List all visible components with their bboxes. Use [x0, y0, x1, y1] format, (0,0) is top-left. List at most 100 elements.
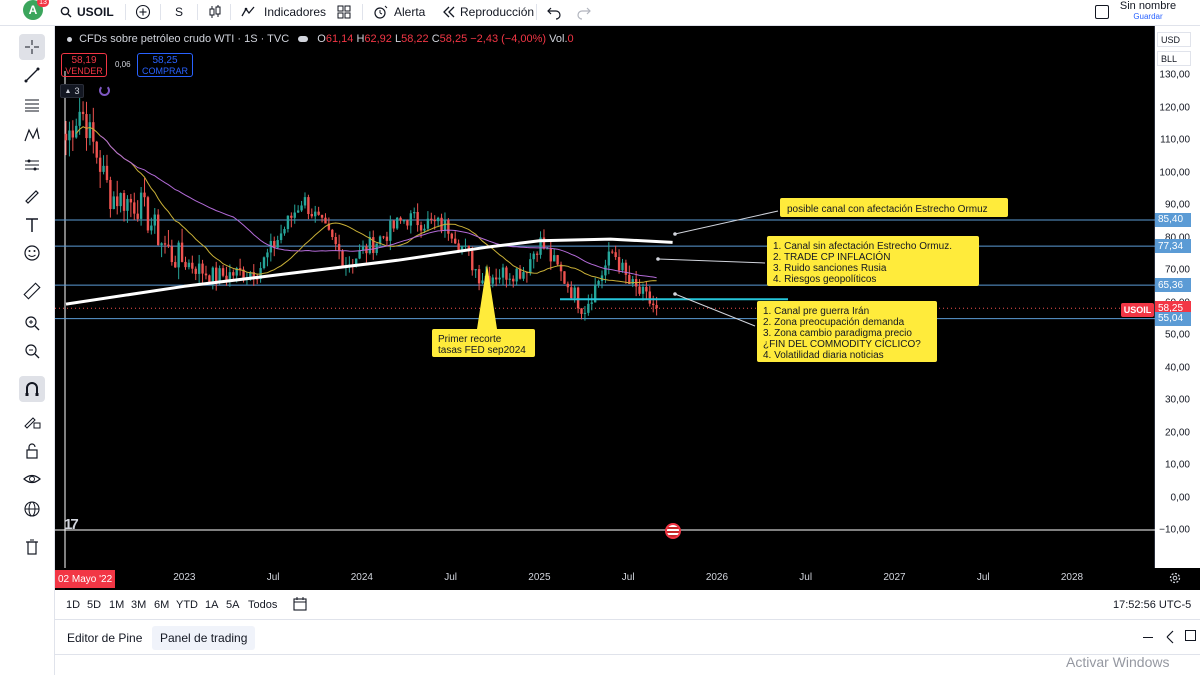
axis-settings-button[interactable] [1168, 571, 1182, 590]
measure-tool[interactable] [19, 278, 45, 304]
compare-symbol-button[interactable] [135, 0, 151, 24]
range-button[interactable]: 6M [154, 599, 170, 611]
candle-body [628, 274, 631, 285]
globe-icon [24, 501, 40, 517]
stay-drawing-tool[interactable] [19, 408, 45, 434]
unit-button[interactable]: BLL [1157, 51, 1191, 66]
plus-circle-icon [135, 4, 151, 20]
candle-body [553, 255, 556, 262]
candle-body [187, 262, 191, 268]
candle-body [556, 255, 559, 265]
candle-body [266, 252, 269, 258]
candle-body [293, 212, 296, 218]
candle-body [109, 180, 112, 210]
range-button[interactable]: 1A [205, 599, 219, 611]
tab-trading-panel[interactable]: Panel de trading [152, 626, 256, 650]
indicator-collapse-button[interactable]: ▲ 3 [60, 84, 84, 98]
candle-body [235, 268, 238, 276]
candle-body [276, 240, 279, 248]
range-button[interactable]: 1M [109, 599, 125, 611]
candle-body [532, 253, 535, 260]
candle-body [372, 237, 375, 253]
candle-body [389, 220, 392, 241]
crosshair-tool[interactable] [19, 34, 45, 60]
fib-tool[interactable] [19, 92, 45, 118]
pattern-tool[interactable] [19, 122, 45, 148]
economic-event-flag-icon[interactable] [665, 523, 681, 539]
chevron-left-icon[interactable] [1163, 630, 1175, 644]
remove-drawings-tool[interactable] [19, 534, 45, 560]
tradingview-logo[interactable]: 17 [64, 516, 79, 533]
candle-body [406, 220, 409, 226]
alert-button[interactable]: Alerta [372, 0, 425, 24]
undo-button[interactable] [546, 0, 562, 24]
high-value: 62,92 [364, 33, 392, 45]
chart-canvas[interactable]: posible canal con afectación Estrecho Or… [55, 26, 1155, 568]
time-axis[interactable]: 02 Mayo '22 2023 Jul 2024 Jul 2025 Jul 2026 Jul… [55, 568, 1200, 590]
object-tree-tool[interactable] [19, 496, 45, 522]
chart-type-button[interactable] [207, 0, 223, 24]
sell-button[interactable]: 58,19 VENDER [61, 53, 107, 77]
chart-pane[interactable]: posible canal con afectación Estrecho Or… [55, 26, 1155, 568]
magnet-tool[interactable] [19, 376, 45, 402]
zoom-in-tool[interactable] [19, 310, 45, 336]
lock-tool[interactable] [19, 438, 45, 464]
text-tool[interactable] [19, 212, 45, 238]
canal-pre-note-line: ¿FIN DEL COMMODITY CÍCLICO? [763, 337, 921, 350]
maximize-icon[interactable] [1185, 630, 1196, 641]
trend-line-tool[interactable] [19, 62, 45, 88]
layouts-button[interactable] [336, 0, 352, 24]
time-tick-label: Jul [976, 572, 990, 583]
zoom-out-tool[interactable] [19, 338, 45, 364]
hide-tool[interactable] [19, 466, 45, 492]
forecast-icon [25, 159, 39, 171]
interval-button[interactable]: S [175, 0, 183, 24]
minimize-icon[interactable] [1143, 637, 1153, 638]
range-button[interactable]: 1D [66, 599, 81, 611]
range-button[interactable]: 5A [226, 599, 240, 611]
icon-tool[interactable] [19, 240, 45, 266]
visibility-icon[interactable] [298, 36, 309, 43]
candle-body [303, 197, 307, 206]
candle-body [143, 192, 146, 198]
loading-spinner-icon [99, 85, 110, 96]
replay-button[interactable]: Reproducción [440, 0, 534, 24]
candle-body [597, 280, 600, 285]
range-button[interactable]: YTD [176, 599, 198, 611]
symbol-search[interactable]: USOIL [60, 0, 114, 24]
canal-sin-connector [657, 258, 766, 264]
symbol-title[interactable]: CFDs sobre petróleo crudo WTI · 1S · TVC [79, 33, 290, 45]
tab-pine-editor[interactable]: Editor de Pine [59, 626, 150, 650]
range-button[interactable]: Todos [248, 599, 278, 611]
save-button[interactable]: Sin nombre Guardar [1118, 0, 1178, 22]
candle-body [191, 262, 194, 269]
fib-lines-icon [25, 99, 39, 112]
canal-pre-connector-dot [673, 292, 677, 296]
avatar-letter: A [28, 3, 38, 17]
forecast-tool[interactable] [19, 152, 45, 178]
sell-price: 58,19 [71, 55, 97, 66]
candle-body [232, 272, 235, 276]
date-range-button[interactable] [292, 596, 308, 617]
candle-body [218, 268, 221, 282]
range-button[interactable]: 5D [87, 599, 102, 611]
fed-note-line: Primer recorte [438, 334, 502, 345]
range-button[interactable]: 3M [131, 599, 147, 611]
price-tick-label: 100,00 [1159, 167, 1190, 178]
candle-body [262, 257, 266, 269]
clock-timezone[interactable]: 17:52:56 UTC-5 [1113, 599, 1192, 611]
brush-tool[interactable] [19, 182, 45, 208]
buy-button[interactable]: 58,25 COMPRAR [137, 53, 193, 77]
crosshair-icon [25, 40, 39, 54]
currency-button[interactable]: USD [1157, 32, 1191, 47]
candle-body [426, 218, 430, 229]
candle-body [399, 217, 402, 221]
candle-body [529, 259, 532, 274]
redo-button[interactable] [576, 0, 592, 24]
candle-body [163, 243, 167, 245]
price-axis[interactable]: USD BLL 130,00 120,00 110,00 100,00 90,00 80,… [1155, 26, 1200, 568]
candle-body [443, 220, 447, 232]
layout-checkbox[interactable] [1095, 0, 1109, 24]
indicators-button[interactable]: Indicadores [240, 0, 326, 24]
